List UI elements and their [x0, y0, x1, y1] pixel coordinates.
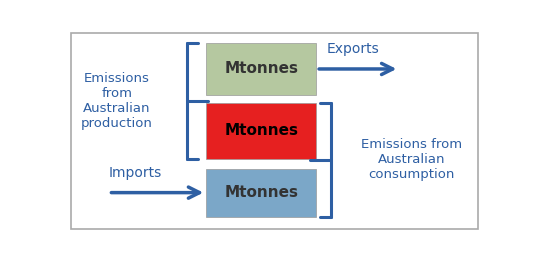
Text: Imports: Imports	[108, 166, 162, 180]
Text: Emissions from
Australian
consumption: Emissions from Australian consumption	[361, 138, 463, 181]
Text: Exports: Exports	[326, 42, 379, 56]
Bar	[206, 103, 316, 159]
Bar	[206, 169, 316, 217]
Text: Mtonnes: Mtonnes	[224, 185, 298, 200]
Bar	[206, 43, 316, 95]
Text: Mtonnes: Mtonnes	[224, 61, 298, 76]
Text: Emissions
from
Australian
production: Emissions from Australian production	[81, 72, 153, 130]
Text: Mtonnes: Mtonnes	[224, 123, 298, 138]
